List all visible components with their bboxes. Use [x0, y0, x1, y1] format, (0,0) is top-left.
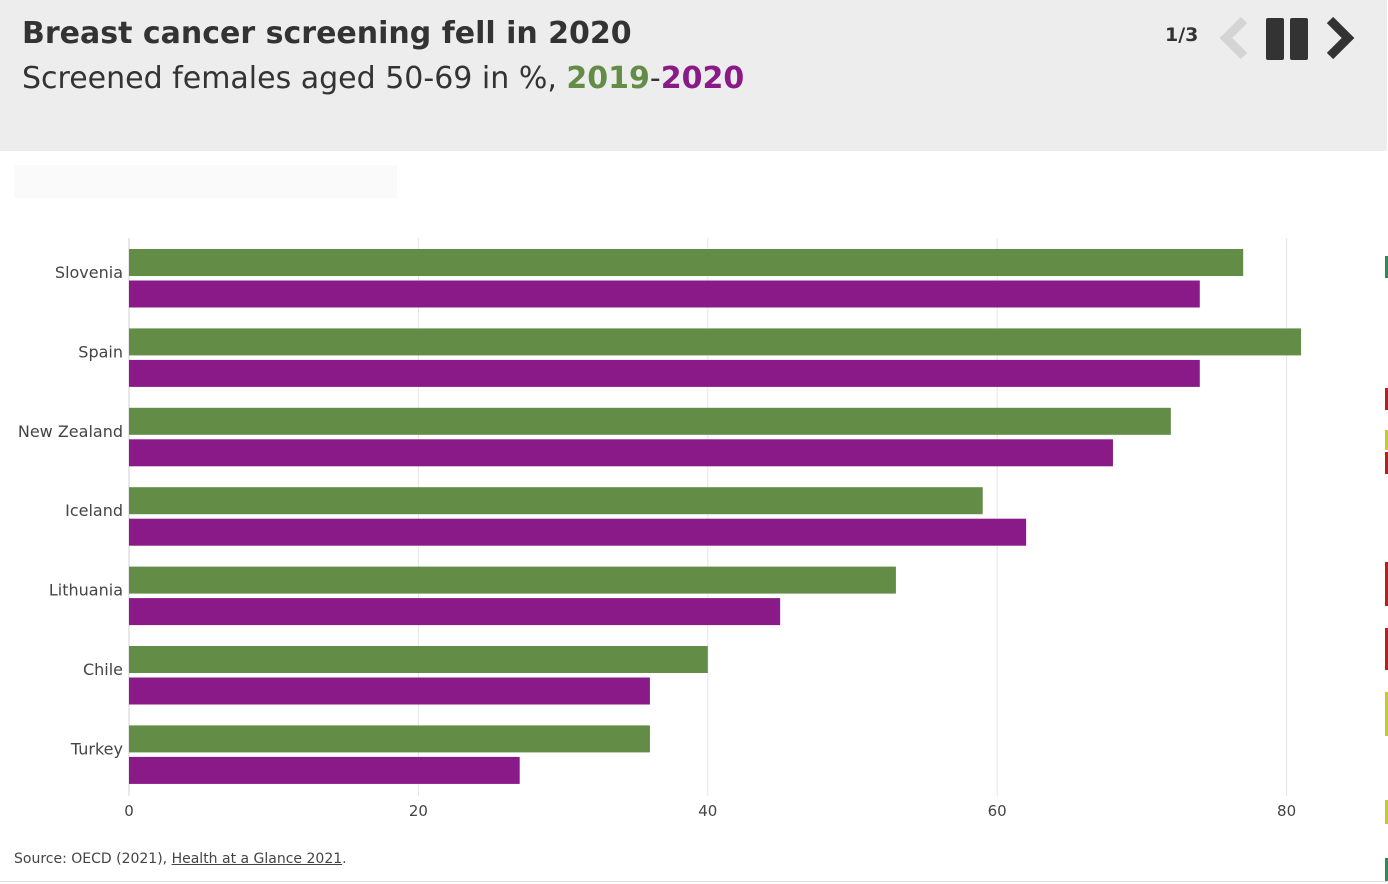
x-tick-label: 40	[698, 802, 717, 820]
source-note: Source: OECD (2021), Health at a Glance …	[14, 851, 347, 867]
source-suffix: .	[342, 851, 347, 867]
edge-marker	[1385, 256, 1388, 278]
bar-2019-chile	[129, 646, 708, 673]
bottom-divider	[0, 881, 1388, 882]
chart-title: Breast cancer screening fell in 2020	[22, 16, 632, 51]
edge-marker	[1385, 858, 1388, 882]
legend-year-2019: 2019	[566, 61, 650, 96]
legend-year-2020: 2020	[660, 61, 745, 96]
chart-toolbar-placeholder	[14, 165, 397, 198]
bar-2019-iceland	[129, 487, 983, 515]
category-label: Slovenia	[55, 263, 123, 282]
pause-icon	[1266, 18, 1308, 60]
category-label: New Zealand	[18, 422, 123, 441]
chevron-left-icon	[1219, 16, 1248, 60]
edge-marker	[1385, 430, 1388, 450]
edge-marker	[1385, 452, 1388, 474]
bar-2019-turkey	[129, 725, 650, 753]
pause-button[interactable]	[1264, 16, 1312, 62]
bar-2019-spain	[129, 328, 1302, 356]
category-label: Spain	[78, 342, 123, 361]
edge-marker	[1385, 628, 1388, 670]
edge-marker	[1385, 562, 1388, 606]
chart-subtitle: Screened females aged 50-69 in %, 2019-2…	[22, 61, 744, 96]
bar-2019-slovenia	[129, 249, 1244, 276]
edge-marker	[1385, 388, 1388, 410]
edge-marker	[1385, 800, 1388, 824]
page-counter: 1/3	[1165, 24, 1199, 46]
bar-2019-lithuania	[129, 566, 896, 594]
bar-2020-spain	[129, 359, 1200, 387]
category-label: Chile	[83, 660, 123, 679]
category-label: Iceland	[65, 501, 123, 520]
edge-marker	[1385, 692, 1388, 736]
year-separator: -	[649, 61, 661, 96]
source-prefix: Source: OECD (2021),	[14, 851, 172, 867]
category-label: Turkey	[70, 739, 123, 758]
subtitle-prefix: Screened females aged 50-69 in %,	[22, 61, 557, 96]
prev-button[interactable]	[1216, 14, 1254, 62]
source-link[interactable]: Health at a Glance 2021	[171, 851, 343, 867]
bar-2020-chile	[129, 677, 650, 705]
category-label: Lithuania	[49, 581, 123, 600]
bar-2020-new-zealand	[129, 439, 1113, 467]
bar-2019-new-zealand	[129, 407, 1171, 435]
bar-2020-turkey	[129, 756, 520, 784]
bar-2020-iceland	[129, 518, 1027, 546]
bar-2020-slovenia	[129, 280, 1200, 308]
x-tick-label: 60	[988, 802, 1007, 820]
chevron-right-icon	[1326, 16, 1355, 60]
x-tick-label: 0	[124, 802, 134, 820]
next-button[interactable]	[1320, 14, 1360, 62]
bar-2020-lithuania	[129, 598, 781, 626]
x-tick-label: 20	[409, 802, 428, 820]
bar-chart: 0 20 40 60 80 Slovenia Spain New Zealand Iceland…	[18, 238, 1302, 820]
x-tick-label: 80	[1277, 802, 1296, 820]
chart-header: Breast cancer screening fell in 2020 Scr…	[0, 0, 1387, 151]
